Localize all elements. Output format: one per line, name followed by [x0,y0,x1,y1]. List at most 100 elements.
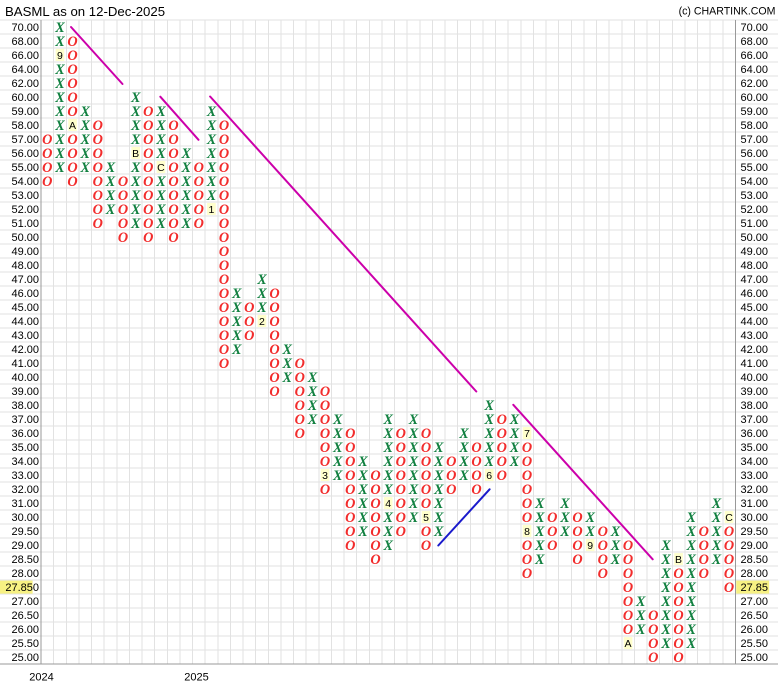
svg-text:X: X [685,636,696,652]
svg-text:O: O [244,328,254,344]
svg-text:42.00: 42.00 [741,344,769,356]
svg-text:X: X [155,132,166,148]
svg-text:X: X [660,580,671,596]
svg-text:X: X [584,510,595,526]
svg-text:X: X [433,440,444,456]
svg-text:O: O [572,524,582,540]
svg-text:X: X [180,188,191,204]
svg-text:X: X [458,468,469,484]
svg-text:O: O [699,524,709,540]
svg-text:O: O [724,538,734,554]
svg-text:54.00: 54.00 [11,176,39,188]
svg-text:X: X [79,160,90,176]
svg-text:X: X [357,468,368,484]
svg-text:X: X [635,594,646,610]
svg-text:O: O [673,650,683,666]
svg-text:51.00: 51.00 [11,218,39,230]
svg-text:27.850: 27.850 [5,582,39,594]
svg-text:O: O [219,342,229,358]
svg-text:35.00: 35.00 [11,442,39,454]
svg-text:68.00: 68.00 [11,36,39,48]
svg-text:29.50: 29.50 [741,526,769,538]
svg-text:44.00: 44.00 [11,316,39,328]
svg-text:X: X [509,440,520,456]
svg-text:X: X [408,426,419,442]
svg-text:O: O [396,440,406,456]
svg-text:31.00: 31.00 [741,498,769,510]
svg-text:X: X [382,524,393,540]
svg-text:X: X [54,160,65,176]
svg-text:O: O [67,174,77,190]
svg-text:O: O [168,188,178,204]
svg-text:9: 9 [57,50,63,62]
svg-text:X: X [660,538,671,554]
svg-text:O: O [168,160,178,176]
svg-text:68.00: 68.00 [741,36,769,48]
svg-text:O: O [396,524,406,540]
svg-text:X: X [408,468,419,484]
svg-text:X: X [281,356,292,372]
svg-text:X: X [79,146,90,162]
svg-text:O: O [320,482,330,498]
svg-text:62.00: 62.00 [741,78,769,90]
svg-text:O: O [194,174,204,190]
svg-text:X: X [433,496,444,512]
svg-text:29.50: 29.50 [11,526,39,538]
svg-text:X: X [281,342,292,358]
svg-text:55.00: 55.00 [11,162,39,174]
svg-text:O: O [370,510,380,526]
svg-text:O: O [118,202,128,218]
svg-text:O: O [547,524,557,540]
svg-text:O: O [168,230,178,246]
svg-text:O: O [219,272,229,288]
svg-text:O: O [269,300,279,316]
svg-text:O: O [370,468,380,484]
svg-text:O: O [295,426,305,442]
svg-text:X: X [357,524,368,540]
svg-text:34.00: 34.00 [11,456,39,468]
svg-text:O: O [673,566,683,582]
svg-text:O: O [143,216,153,232]
svg-text:50.00: 50.00 [741,232,769,244]
svg-text:X: X [54,90,65,106]
svg-text:X: X [357,454,368,470]
svg-text:O: O [67,160,77,176]
svg-text:X: X [357,510,368,526]
svg-text:O: O [724,566,734,582]
svg-text:X: X [180,216,191,232]
svg-text:37.00: 37.00 [11,414,39,426]
svg-text:51.00: 51.00 [741,218,769,230]
svg-text:X: X [155,216,166,232]
svg-text:O: O [724,552,734,568]
svg-text:X: X [231,286,242,302]
svg-text:O: O [295,384,305,400]
svg-text:X: X [206,118,217,134]
svg-text:X: X [483,426,494,442]
svg-text:O: O [320,384,330,400]
svg-text:48.00: 48.00 [11,260,39,272]
svg-text:O: O [269,356,279,372]
svg-text:O: O [93,188,103,204]
svg-text:O: O [370,552,380,568]
svg-text:X: X [433,468,444,484]
svg-text:O: O [497,468,507,484]
svg-text:X: X [711,510,722,526]
svg-text:32.00: 32.00 [11,484,39,496]
svg-text:O: O [118,230,128,246]
svg-text:54.00: 54.00 [741,176,769,188]
svg-text:O: O [421,524,431,540]
svg-text:X: X [534,524,545,540]
svg-text:O: O [244,300,254,316]
svg-text:50.00: 50.00 [11,232,39,244]
svg-text:X: X [79,104,90,120]
svg-text:O: O [446,454,456,470]
svg-text:26.50: 26.50 [11,610,39,622]
svg-text:O: O [547,510,557,526]
svg-text:34.00: 34.00 [741,456,769,468]
svg-text:X: X [382,426,393,442]
svg-text:36.00: 36.00 [11,428,39,440]
svg-text:O: O [598,538,608,554]
svg-text:70.00: 70.00 [741,22,769,34]
svg-text:X: X [256,272,267,288]
svg-text:X: X [660,608,671,624]
